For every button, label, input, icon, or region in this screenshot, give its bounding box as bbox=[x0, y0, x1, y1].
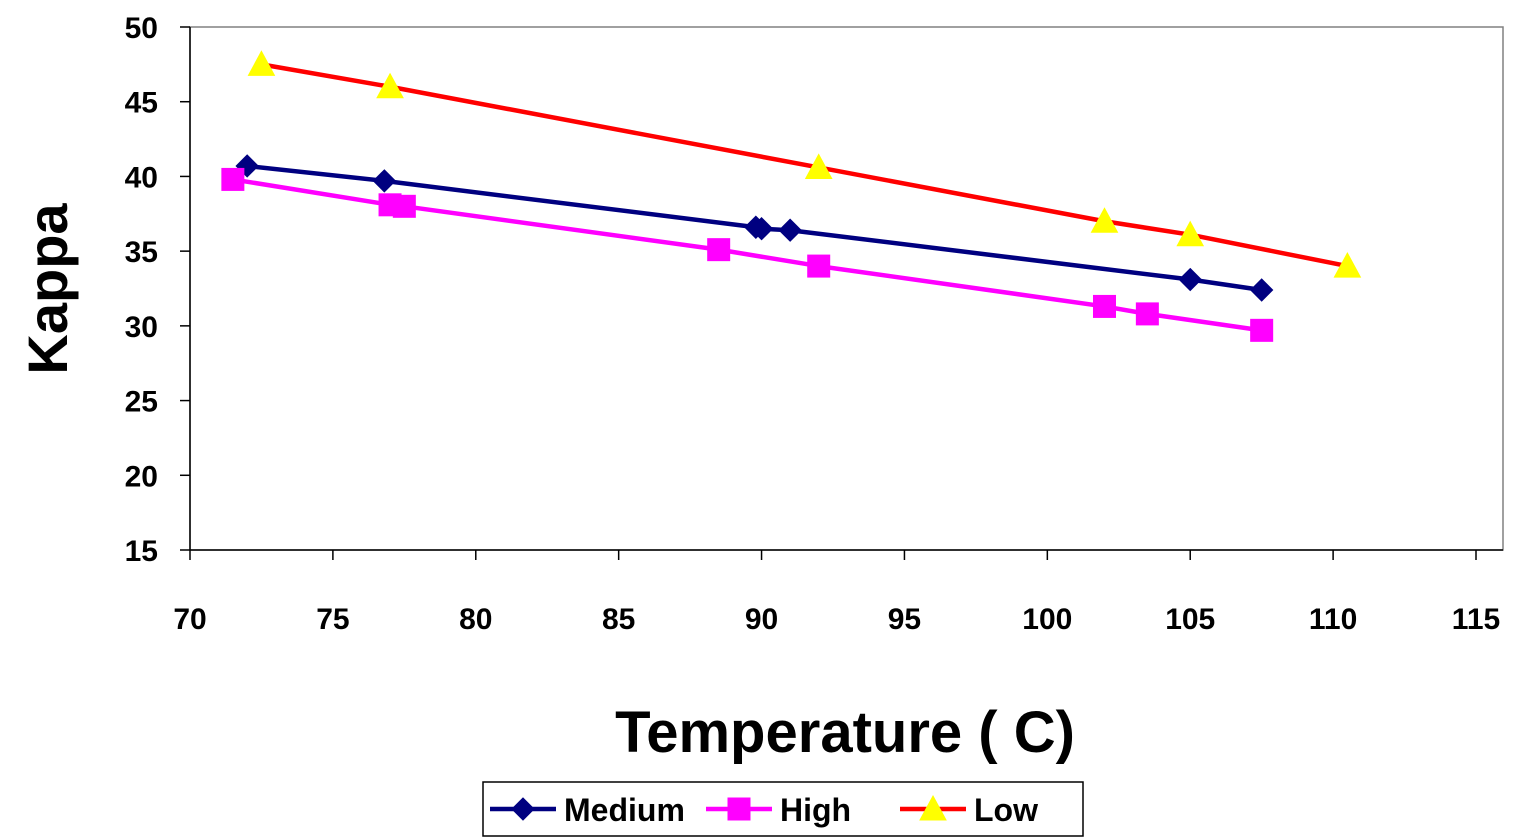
legend-item-high: High bbox=[706, 792, 851, 828]
legend: Medium High Low bbox=[482, 781, 1084, 837]
y-tick-label: 15 bbox=[125, 535, 158, 568]
data-point bbox=[749, 217, 774, 241]
data-point bbox=[727, 797, 751, 821]
y-axis-title: Kappa bbox=[16, 203, 79, 375]
data-point bbox=[247, 50, 276, 76]
x-tick-label: 110 bbox=[1309, 603, 1357, 636]
plot-area bbox=[189, 26, 1504, 551]
y-tick-label: 35 bbox=[125, 236, 158, 269]
data-point bbox=[778, 218, 802, 242]
series-layer bbox=[221, 50, 1362, 342]
data-point bbox=[1176, 220, 1205, 247]
y-tick-label: 45 bbox=[125, 87, 158, 120]
data-point bbox=[1250, 318, 1274, 342]
data-point bbox=[1135, 302, 1159, 326]
x-tick-label: 100 bbox=[1022, 603, 1072, 636]
data-point bbox=[707, 238, 731, 262]
data-point bbox=[1249, 278, 1274, 302]
x-tick-label: 70 bbox=[173, 603, 206, 636]
data-point bbox=[392, 194, 416, 218]
x-tick-label: 95 bbox=[888, 603, 921, 636]
data-point bbox=[372, 169, 397, 193]
series-high bbox=[221, 167, 1274, 342]
data-point bbox=[1178, 267, 1202, 292]
x-tick-label: 85 bbox=[602, 603, 635, 636]
legend-item-medium: Medium bbox=[490, 792, 685, 828]
legend-label: High bbox=[780, 792, 851, 828]
data-point bbox=[511, 797, 535, 821]
data-point bbox=[919, 794, 947, 821]
y-tick-label: 40 bbox=[125, 161, 158, 194]
axes: 15 20 25 30 35 40 45 50 70 75 80 85 90 95 100 105 110 115 bbox=[125, 12, 1503, 636]
legend-label: Low bbox=[974, 792, 1038, 828]
legend-item-low: Low bbox=[900, 792, 1038, 828]
data-point bbox=[376, 72, 404, 99]
legend-label: Medium bbox=[564, 792, 685, 828]
y-tick-label: 50 bbox=[125, 12, 158, 45]
series-medium bbox=[235, 154, 1274, 302]
x-tick-label: 115 bbox=[1452, 603, 1500, 636]
legend-box bbox=[482, 781, 1084, 837]
x-tick-label: 90 bbox=[745, 603, 778, 636]
y-tick-label: 20 bbox=[125, 460, 158, 493]
data-point bbox=[1092, 294, 1116, 318]
x-tick-label: 105 bbox=[1165, 603, 1215, 636]
series-line-low bbox=[261, 62, 1348, 269]
data-point bbox=[221, 167, 245, 191]
y-tick-label: 30 bbox=[125, 311, 158, 344]
data-point bbox=[807, 254, 831, 278]
series-low bbox=[247, 50, 1362, 278]
data-point bbox=[1090, 207, 1119, 233]
data-point bbox=[804, 153, 833, 179]
x-axis-title: Temperature ( C) bbox=[615, 700, 1075, 765]
data-point bbox=[1333, 252, 1362, 278]
x-tick-label: 80 bbox=[459, 603, 492, 636]
x-tick-label: 75 bbox=[316, 603, 349, 636]
y-tick-label: 25 bbox=[125, 386, 158, 419]
